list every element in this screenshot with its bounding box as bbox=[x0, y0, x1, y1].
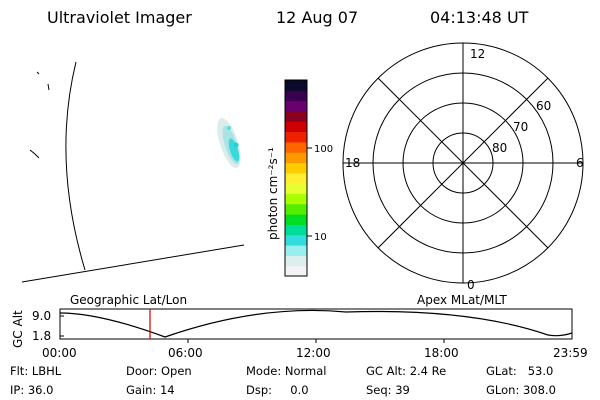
polar-spoke bbox=[377, 77, 549, 249]
date-label: 12 Aug 07 bbox=[276, 8, 359, 27]
y-tick-label-9: 9.0 bbox=[32, 309, 51, 323]
seq-readout: Seq: 39 bbox=[366, 383, 410, 397]
coast-fragment bbox=[29, 149, 40, 159]
coast-fragment bbox=[36, 71, 40, 75]
filter-readout: Flt: LBHL bbox=[10, 364, 62, 378]
colorbar-tick-label-100: 100 bbox=[314, 144, 333, 155]
glon-readout: GLon: 308.0 bbox=[486, 383, 556, 397]
geo-grid-line bbox=[21, 244, 245, 283]
mode-readout: Mode: Normal bbox=[246, 364, 327, 378]
colorbar-band bbox=[285, 265, 307, 277]
colorbar-band bbox=[285, 90, 307, 102]
gc-alt-axis-label: GC Alt bbox=[11, 310, 25, 348]
apex-mlat-mlt-label: Apex MLat/MLT bbox=[417, 293, 507, 307]
colorbar-band bbox=[285, 141, 307, 153]
mlt-label-0: 0 bbox=[467, 278, 475, 292]
geo-grid-line bbox=[65, 61, 86, 271]
y-tick-label-1_8: 1.8 bbox=[32, 329, 51, 343]
door-readout: Door: Open bbox=[126, 364, 192, 378]
colorbar-band bbox=[285, 121, 307, 133]
colorbar-band bbox=[285, 203, 307, 215]
coast-fragment bbox=[47, 83, 50, 91]
geographic-image-panel bbox=[21, 61, 245, 283]
colorbar-band bbox=[285, 245, 307, 256]
orbit-timeline: GC Alt 9.0 1.8 00:00 06:00 12:00 18:00 2… bbox=[11, 293, 588, 360]
polar-dial bbox=[342, 42, 584, 284]
colorbar-band bbox=[285, 224, 307, 236]
colorbar: 100 10 photon cm⁻²s⁻¹ bbox=[266, 79, 333, 277]
colorbar-band bbox=[285, 214, 307, 225]
dsp-readout: Dsp: 0.0 bbox=[246, 383, 309, 397]
colorbar-band bbox=[285, 152, 307, 164]
colorbar-frame bbox=[284, 79, 308, 277]
x-tick-label-0000: 00:00 bbox=[42, 346, 77, 360]
lat-label-80: 80 bbox=[492, 141, 507, 155]
aurora-emission bbox=[217, 118, 241, 168]
colorbar-band bbox=[285, 193, 307, 205]
time-label: 04:13:48 UT bbox=[430, 8, 529, 27]
x-tick-label-1200: 12:00 bbox=[296, 346, 331, 360]
colorbar-band bbox=[285, 255, 307, 267]
mlt-label-6: 6 bbox=[576, 156, 584, 170]
colorbar-band bbox=[285, 110, 307, 122]
colorbar-tick-label-10: 10 bbox=[314, 232, 327, 243]
colorbar-band bbox=[285, 234, 307, 246]
lat-label-60: 60 bbox=[536, 99, 551, 113]
colorbar-band bbox=[285, 172, 307, 184]
geographic-latlon-label: Geographic Lat/Lon bbox=[70, 293, 187, 307]
colorbar-band bbox=[285, 183, 307, 194]
mlt-label-12: 12 bbox=[470, 47, 485, 61]
lat-label-70: 70 bbox=[513, 120, 528, 134]
colorbar-band bbox=[285, 131, 307, 143]
x-tick-label-2359: 23:59 bbox=[553, 346, 588, 360]
colorbar-unit-label: photon cm⁻²s⁻¹ bbox=[266, 147, 280, 240]
x-tick-label-0600: 06:00 bbox=[168, 346, 203, 360]
altitude-curve bbox=[59, 309, 573, 338]
instrument-title: Ultraviolet Imager bbox=[47, 8, 192, 27]
gc-alt-readout: GC Alt: 2.4 Re bbox=[366, 364, 447, 378]
mlt-label-18: 18 bbox=[345, 156, 360, 170]
glat-readout: GLat: 53.0 bbox=[486, 364, 554, 378]
gain-readout: Gain: 14 bbox=[126, 383, 175, 397]
timeline-frame bbox=[59, 308, 573, 340]
x-tick-label-1800: 18:00 bbox=[424, 346, 459, 360]
colorbar-band bbox=[285, 100, 307, 112]
colorbar-band bbox=[285, 80, 307, 91]
colorbar-band bbox=[285, 162, 307, 174]
ip-readout: IP: 36.0 bbox=[10, 383, 54, 397]
